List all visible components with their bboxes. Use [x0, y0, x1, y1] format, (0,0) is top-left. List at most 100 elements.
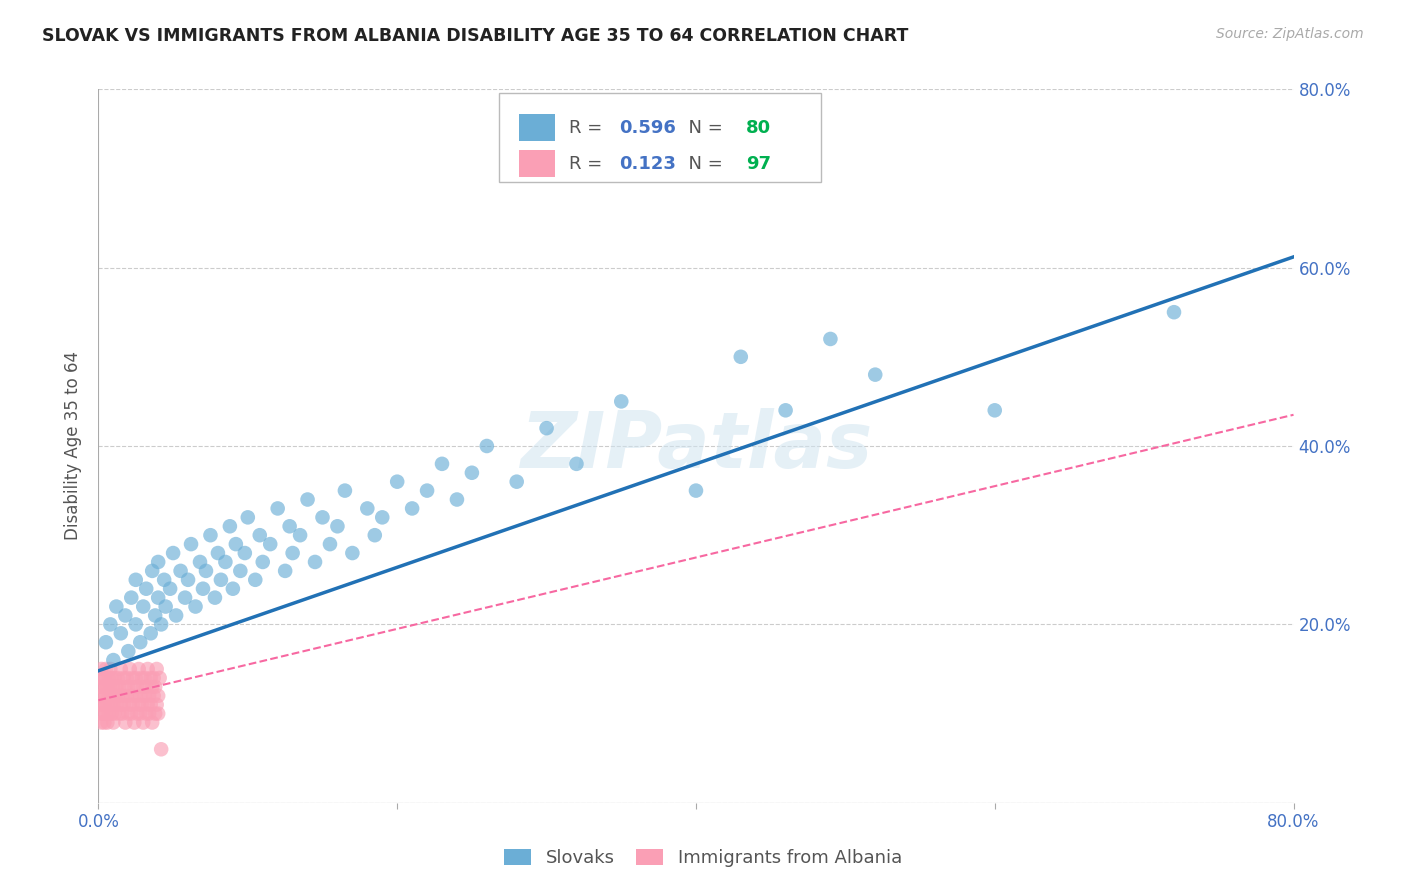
Point	[128, 698, 150, 712]
Point	[101, 689, 124, 703]
Point	[416, 483, 439, 498]
Point	[97, 706, 120, 721]
Point	[127, 706, 149, 721]
Point	[134, 689, 156, 703]
Point	[141, 715, 163, 730]
Point	[118, 698, 141, 712]
Point	[115, 689, 138, 703]
Point	[565, 457, 588, 471]
Point	[135, 680, 157, 694]
Point	[820, 332, 842, 346]
Point	[104, 706, 127, 721]
Point	[93, 698, 115, 712]
Point	[127, 680, 149, 694]
FancyBboxPatch shape	[519, 150, 555, 178]
Point	[105, 599, 128, 614]
Point	[461, 466, 484, 480]
Point	[225, 537, 247, 551]
Point	[401, 501, 423, 516]
Text: N =: N =	[676, 119, 728, 136]
Point	[304, 555, 326, 569]
Point	[97, 671, 120, 685]
Point	[214, 555, 236, 569]
Point	[96, 698, 118, 712]
Point	[153, 573, 176, 587]
Point	[132, 599, 155, 614]
Point	[91, 671, 114, 685]
Point	[139, 626, 162, 640]
Point	[103, 715, 125, 730]
Point	[143, 608, 166, 623]
Point	[110, 698, 132, 712]
Point	[96, 680, 118, 694]
Point	[184, 599, 207, 614]
Point	[125, 573, 148, 587]
Point	[222, 582, 245, 596]
Point	[319, 537, 342, 551]
Point	[91, 698, 114, 712]
Text: R =: R =	[569, 154, 609, 173]
Point	[195, 564, 218, 578]
Point	[236, 510, 259, 524]
Point	[94, 706, 117, 721]
Point	[150, 742, 173, 756]
Point	[333, 483, 356, 498]
Point	[89, 680, 111, 694]
Point	[131, 698, 153, 712]
Point	[90, 715, 112, 730]
Point	[90, 706, 112, 721]
Point	[155, 599, 177, 614]
Point	[141, 680, 163, 694]
Point	[730, 350, 752, 364]
Point	[89, 671, 111, 685]
Point	[207, 546, 229, 560]
Point	[120, 591, 142, 605]
Text: 80: 80	[747, 119, 772, 136]
Point	[135, 582, 157, 596]
Point	[200, 528, 222, 542]
Point	[117, 680, 139, 694]
Point	[143, 680, 166, 694]
Point	[169, 564, 191, 578]
Point	[98, 617, 122, 632]
Point	[446, 492, 468, 507]
Text: R =: R =	[569, 119, 609, 136]
Point	[430, 457, 453, 471]
Point	[138, 689, 160, 703]
Point	[281, 546, 304, 560]
Point	[326, 519, 349, 533]
Point	[94, 680, 117, 694]
Point	[984, 403, 1007, 417]
Point	[124, 680, 146, 694]
Point	[139, 671, 162, 685]
Point	[110, 626, 132, 640]
Point	[775, 403, 797, 417]
Point	[159, 582, 181, 596]
Point	[274, 564, 297, 578]
Point	[162, 546, 184, 560]
FancyBboxPatch shape	[499, 93, 821, 182]
Point	[145, 698, 167, 712]
Point	[148, 706, 170, 721]
Point	[93, 689, 115, 703]
Point	[114, 715, 136, 730]
Legend: Slovaks, Immigrants from Albania: Slovaks, Immigrants from Albania	[496, 841, 910, 874]
Text: 97: 97	[747, 154, 770, 173]
Point	[103, 698, 125, 712]
Point	[174, 591, 197, 605]
Point	[93, 715, 115, 730]
Point	[91, 706, 114, 721]
Text: SLOVAK VS IMMIGRANTS FROM ALBANIA DISABILITY AGE 35 TO 64 CORRELATION CHART: SLOVAK VS IMMIGRANTS FROM ALBANIA DISABI…	[42, 27, 908, 45]
Point	[135, 706, 157, 721]
Point	[118, 662, 141, 676]
Point	[89, 698, 111, 712]
Point	[111, 689, 134, 703]
Point	[865, 368, 887, 382]
Point	[129, 706, 152, 721]
Point	[121, 671, 143, 685]
Point	[108, 680, 131, 694]
Point	[356, 501, 378, 516]
Point	[278, 519, 301, 533]
Point	[91, 680, 114, 694]
Point	[125, 689, 148, 703]
